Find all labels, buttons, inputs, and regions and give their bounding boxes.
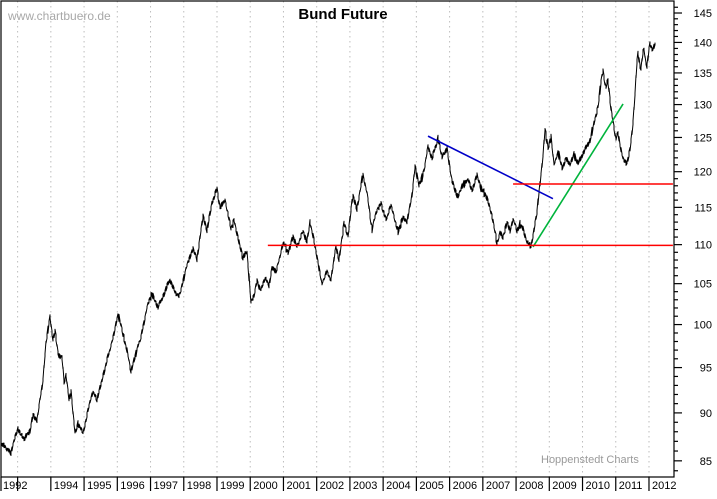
downtrend-line [427,135,554,200]
y-tick-label: 90 [700,408,712,420]
plot-frame [0,0,675,478]
price-series [1,41,656,456]
y-tick-label: 125 [694,132,712,144]
x-tick-label: 2001 [286,480,310,492]
x-tick-label: 1998 [187,480,211,492]
x-tick-label: 1997 [154,480,178,492]
x-tick-label: 2000 [253,480,277,492]
y-tick-label: 105 [694,279,712,291]
x-tick-label: 2005 [419,480,443,492]
attribution-text: Hoppenstedt Charts [541,454,639,466]
y-tick-label: 100 [694,320,712,332]
x-tick-label: 2007 [486,480,510,492]
y-tick-label: 95 [700,363,712,375]
x-tick-label: 2002 [320,480,344,492]
watermark-text: www.chartbuero.de [8,9,111,23]
x-tick-label: 2004 [386,480,410,492]
y-tick-label: 120 [694,167,712,179]
y-tick-label: 85 [700,456,712,468]
x-tick-label: 2012 [652,480,676,492]
x-tick-label: 2010 [586,480,610,492]
y-tick-label: 110 [694,240,712,252]
x-tick-label: 1994 [54,480,78,492]
y-tick-label: 115 [694,202,712,214]
y-tick-label: 135 [694,68,712,80]
y-tick-label: 130 [694,100,712,112]
x-tick-label: 1996 [120,480,144,492]
x-tick-label: 1999 [220,480,244,492]
x-tick-label: 2006 [453,480,477,492]
y-tick-label: 145 [694,8,712,20]
x-tick-label: 2011 [619,480,643,492]
x-tick-label: 2003 [353,480,377,492]
x-tick-label: 2009 [552,480,576,492]
y-tick-label: 140 [694,37,712,49]
x-tick-label: 2008 [519,480,543,492]
x-tick-label: 1995 [87,480,111,492]
x-tick-label-start: 1992 [3,480,27,492]
chart-title: Bund Future [298,6,388,23]
uptrend-line [532,103,624,248]
